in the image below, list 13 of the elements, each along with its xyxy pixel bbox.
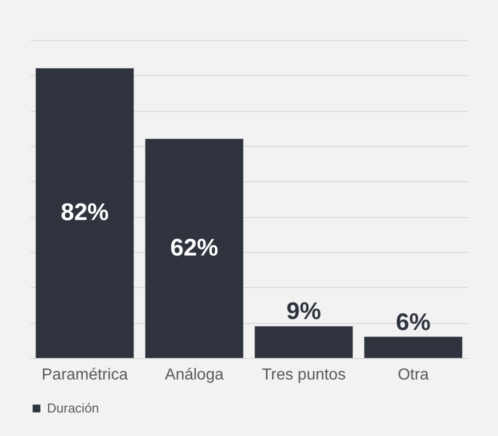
legend-label: Duración <box>47 400 100 416</box>
x-tick-label: Paramétrica <box>42 366 128 384</box>
bar <box>254 326 353 358</box>
bar <box>36 68 134 358</box>
data-label: 9% <box>286 298 322 326</box>
x-tick-label: Análoga <box>164 366 224 384</box>
bar <box>145 138 244 358</box>
bar <box>364 336 462 358</box>
x-tick-label: Tres puntos <box>262 366 346 384</box>
data-label: 6% <box>396 308 431 336</box>
x-tick-label: Otra <box>398 366 429 384</box>
data-label: 62% <box>170 234 218 262</box>
data-label: 82% <box>60 199 109 226</box>
